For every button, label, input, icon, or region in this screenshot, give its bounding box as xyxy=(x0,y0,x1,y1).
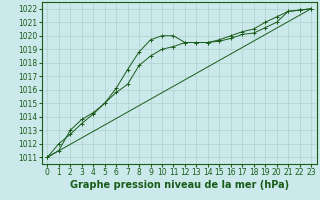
X-axis label: Graphe pression niveau de la mer (hPa): Graphe pression niveau de la mer (hPa) xyxy=(70,180,289,190)
